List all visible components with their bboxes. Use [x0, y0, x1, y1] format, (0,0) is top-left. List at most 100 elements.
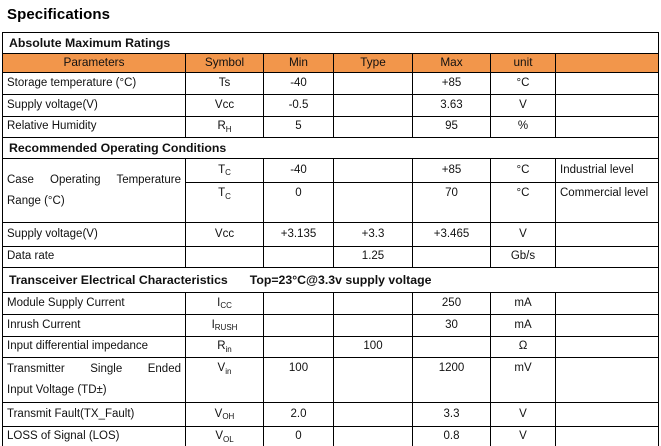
type-cell: [333, 292, 413, 315]
table-row: Storage temperature (°C) Ts -40 +85 °C: [2, 72, 660, 95]
table-row: Transmitter Single Ended Input Voltage (…: [2, 357, 660, 403]
column-header-type: Type: [333, 53, 413, 73]
type-cell: [333, 116, 413, 138]
unit-cell: mA: [490, 314, 556, 337]
type-cell: [333, 357, 413, 403]
note-cell: [554, 116, 660, 138]
max-cell: [412, 336, 491, 358]
param-cell: Supply voltage(V): [2, 222, 186, 247]
note-cell: [554, 94, 660, 117]
param-cell: Inrush Current: [2, 314, 186, 337]
min-cell: 0: [263, 182, 334, 223]
symbol-base: T: [218, 163, 226, 176]
table-row: Case Operating Temperature Range (°C) TC…: [2, 158, 660, 223]
min-cell: 0: [263, 426, 334, 446]
min-cell: -40: [263, 158, 334, 183]
unit-cell: °C: [490, 158, 556, 183]
param-cell: Input differential impedance: [2, 336, 186, 358]
unit-cell: mA: [490, 292, 556, 315]
param-cell: Transmitter Single Ended Input Voltage (…: [2, 357, 186, 403]
symbol-cell: VOH: [185, 402, 264, 427]
unit-cell: °C: [490, 72, 556, 95]
symbol-cell: Vcc: [185, 94, 264, 117]
symbol-base: V: [215, 430, 223, 443]
min-cell: -0.5: [263, 94, 334, 117]
max-cell: 70: [412, 182, 491, 223]
max-cell: +85: [412, 72, 491, 95]
symbol-subscript: RUSH: [214, 323, 238, 333]
type-cell: [333, 158, 413, 183]
symbol-cell: RH: [185, 116, 264, 138]
symbol-subscript: C: [225, 191, 231, 201]
param-cell: Case Operating Temperature Range (°C): [2, 158, 186, 223]
unit-cell: %: [490, 116, 556, 138]
symbol-cell: VOL: [185, 426, 264, 446]
param-line-2: Range (°C): [7, 194, 65, 207]
max-cell: 0.8: [412, 426, 491, 446]
param-cell: Relative Humidity: [2, 116, 186, 138]
type-cell: +3.3: [333, 222, 413, 247]
table-row: Transmit Fault(TX_Fault) VOH 2.0 3.3 V: [2, 402, 660, 427]
column-header-row: Parameters Symbol Min Type Max unit: [2, 53, 660, 73]
symbol-subscript: C: [225, 168, 231, 178]
symbol-subscript: OH: [222, 412, 235, 422]
max-cell: +3.465: [412, 222, 491, 247]
min-cell: -40: [263, 72, 334, 95]
param-cell: Transmit Fault(TX_Fault): [2, 402, 186, 427]
table-row: Inrush Current IRUSH 30 mA: [2, 314, 660, 337]
symbol-subscript: OL: [223, 434, 234, 444]
table-row: TC 0 70 °C Commercial level: [3, 182, 660, 223]
unit-cell: Gb/s: [490, 246, 556, 268]
section-cell: Transceiver Electrical Characteristics To…: [1, 267, 660, 293]
column-header-min: Min: [263, 53, 334, 73]
symbol-cell: Vcc: [185, 222, 264, 247]
param-cell: Supply voltage(V): [2, 94, 186, 117]
param-cell: Module Supply Current: [2, 292, 186, 315]
table-row: Supply voltage(V) Vcc +3.135 +3.3 +3.465…: [2, 222, 660, 247]
specifications-table: Absolute Maximum Ratings Parameters Symb…: [1, 32, 660, 446]
type-cell: [333, 94, 413, 117]
type-cell: [333, 72, 413, 95]
type-cell: [333, 426, 413, 446]
min-cell: [263, 246, 334, 268]
unit-cell: V: [490, 222, 556, 247]
section-cell: Absolute Maximum Ratings: [1, 32, 660, 54]
max-cell: 95: [412, 116, 491, 138]
max-cell: 1200: [412, 357, 491, 403]
symbol-base: I: [217, 296, 221, 309]
note-cell: [554, 357, 660, 403]
symbol-base: Vcc: [214, 227, 235, 240]
param-cell: LOSS of Signal (LOS): [2, 426, 186, 446]
type-cell: [333, 182, 413, 223]
note-cell: [554, 222, 660, 247]
param-line-2: Input Voltage (TD±): [7, 384, 107, 396]
symbol-base: I: [211, 318, 215, 331]
max-cell: +85: [412, 158, 491, 183]
symbol-cell: Rin: [185, 336, 264, 358]
param-line-1: Transmitter Single Ended: [7, 363, 181, 375]
symbol-subscript: H: [225, 124, 232, 134]
column-header-parameters: Parameters: [2, 53, 186, 73]
section-row-amr: Absolute Maximum Ratings: [1, 32, 660, 54]
symbol-base: Ts: [218, 76, 231, 89]
note-cell: [554, 246, 660, 268]
param-cell: Storage temperature (°C): [2, 72, 186, 95]
symbol-cell: TC: [185, 182, 264, 223]
note-cell: [554, 314, 660, 337]
symbol-cell: ICC: [185, 292, 264, 315]
max-cell: 3.3: [412, 402, 491, 427]
column-header-max: Max: [412, 53, 491, 73]
symbol-base: V: [214, 407, 223, 420]
symbol-cell: [185, 246, 264, 268]
max-cell: 3.63: [412, 94, 491, 117]
max-cell: 250: [412, 292, 491, 315]
min-cell: 2.0: [263, 402, 334, 427]
section-row-roc: Recommended Operating Conditions: [1, 137, 660, 159]
symbol-cell: TC: [185, 158, 264, 183]
symbol-subscript: in: [225, 366, 232, 376]
column-header-unit: unit: [490, 53, 556, 73]
max-cell: 30: [412, 314, 491, 337]
note-cell: [554, 72, 660, 95]
type-cell: [333, 314, 413, 337]
type-cell: [333, 402, 413, 427]
